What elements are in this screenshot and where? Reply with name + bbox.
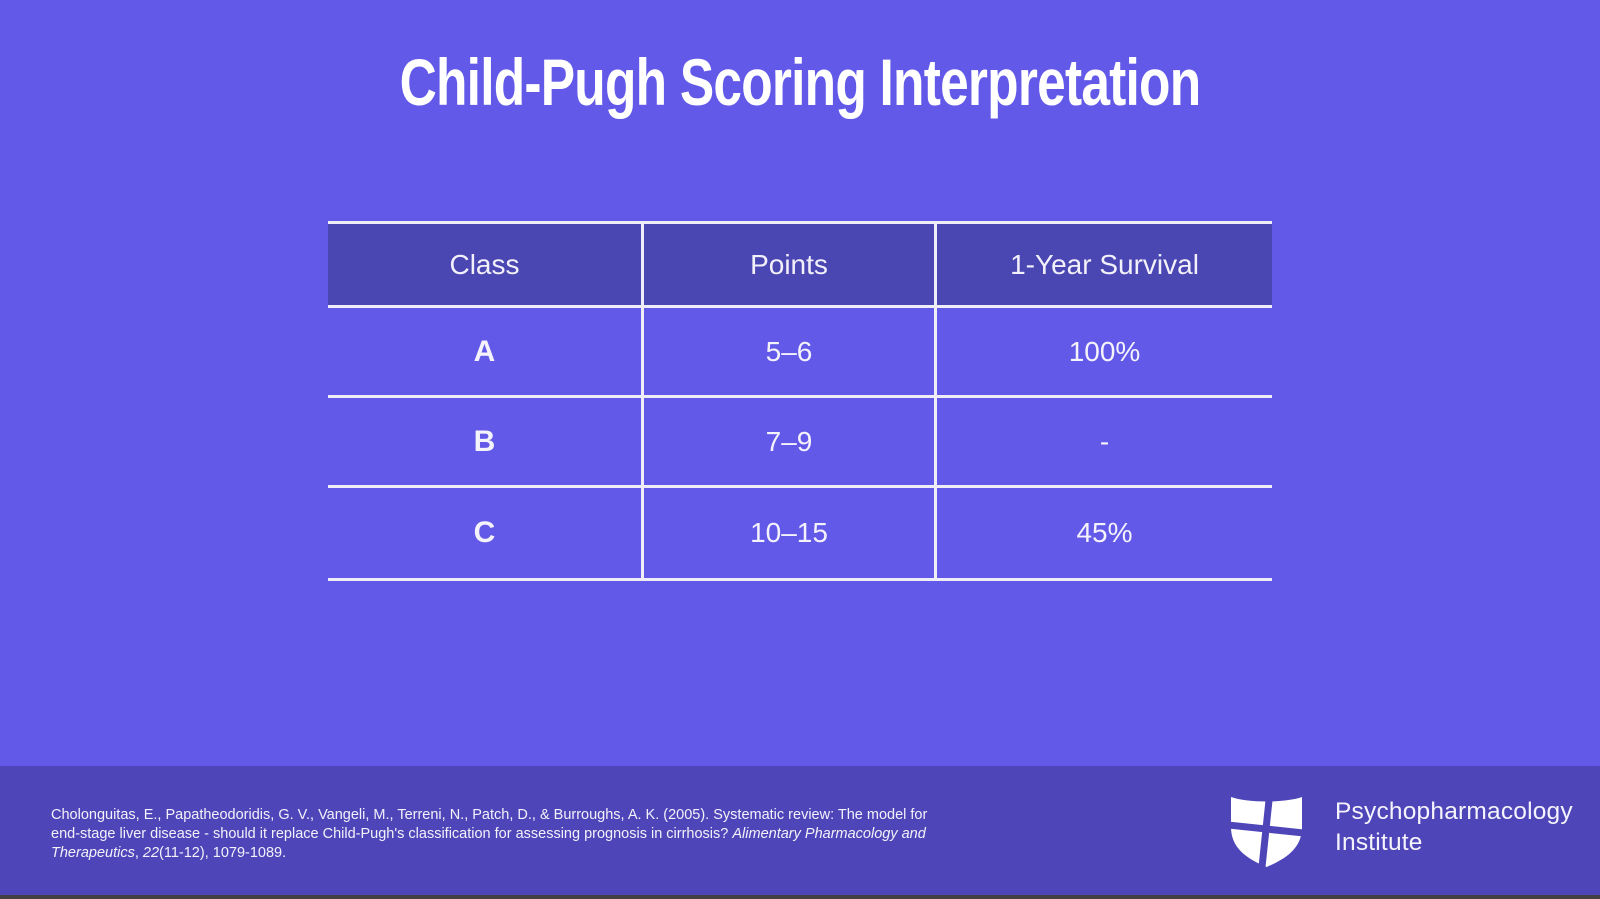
survival-value: 100% — [1068, 335, 1141, 367]
citation-journal-part2: Therapeutics — [51, 845, 135, 861]
table-row: C 10–15 45% — [328, 488, 1272, 578]
column-header-survival: 1-Year Survival — [1010, 248, 1199, 280]
citation-journal-part1: Alimentary Pharmacology and — [732, 826, 926, 842]
citation-line2: end-stage liver disease - should it repl… — [51, 826, 733, 842]
survival-value: - — [1099, 425, 1110, 457]
table-row: B 7–9 - — [328, 398, 1272, 488]
footer-bar: Cholonguitas, E., Papatheodoridis, G. V.… — [0, 766, 1600, 895]
table-header-row: Class Points 1-Year Survival — [328, 224, 1272, 308]
page-title: Child-Pugh Scoring Interpretation — [399, 45, 1202, 119]
bottom-edge-strip — [0, 895, 1600, 899]
institute-name-line1: Psychopharmacology — [1335, 798, 1573, 825]
column-header-points: Points — [644, 224, 937, 305]
citation-text: Cholonguitas, E., Papatheodoridis, G. V.… — [51, 806, 1011, 863]
citation-line1: Cholonguitas, E., Papatheodoridis, G. V.… — [51, 807, 928, 823]
points-value: 10–15 — [644, 488, 937, 578]
shield-cross-icon — [1228, 793, 1305, 868]
class-value: B — [328, 398, 644, 485]
class-value: A — [328, 308, 644, 395]
child-pugh-table: Class Points 1-Year Survival A 5–6 100% … — [328, 221, 1272, 581]
points-value: 7–9 — [644, 398, 937, 485]
institute-name: Psychopharmacology Institute — [1335, 793, 1573, 858]
table-row: A 5–6 100% — [328, 308, 1272, 398]
institute-name-line2: Institute — [1335, 829, 1423, 856]
points-value: 5–6 — [644, 308, 937, 395]
institute-logo: Psychopharmacology Institute — [1228, 793, 1573, 868]
citation-volume: 22 — [142, 845, 160, 861]
citation-pages: (11-12), 1079-1089. — [159, 845, 287, 861]
class-value: C — [328, 488, 644, 578]
survival-value: 45% — [1076, 517, 1133, 548]
column-header-class: Class — [328, 224, 644, 305]
citation-separator: , — [134, 845, 143, 861]
